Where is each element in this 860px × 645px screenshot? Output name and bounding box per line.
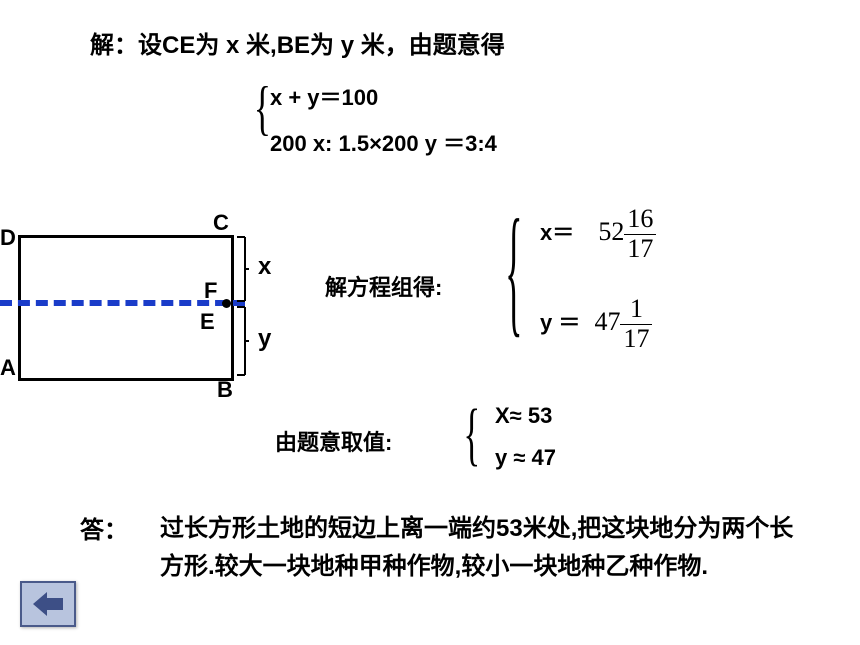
y-whole: 47 xyxy=(594,307,620,336)
bracket-y xyxy=(235,305,251,379)
label-A: A xyxy=(0,355,16,381)
intro-text: 解：设CE为 x 米,BE为 y 米，由题意得 xyxy=(90,25,505,60)
approx-x: X≈ 53 xyxy=(495,403,556,429)
label-B: B xyxy=(217,377,233,403)
bracket-x xyxy=(235,235,251,305)
label-y: y xyxy=(258,325,271,353)
brace-approx: { xyxy=(463,400,480,470)
x-frac: 1617 xyxy=(624,205,656,263)
prev-button[interactable] xyxy=(20,581,76,627)
label-F: F xyxy=(204,278,217,304)
eq1: x + y＝100 xyxy=(270,80,497,112)
arrow-left-icon xyxy=(33,592,63,616)
approx-y: y ≈ 47 xyxy=(495,445,556,471)
rectangle-diagram: D C A B E F x y xyxy=(0,215,290,395)
system-equations: x + y＝100 200 x: 1.5×200 y ＝3:4 xyxy=(270,80,497,158)
label-C: C xyxy=(213,210,229,236)
x-lhs: x＝ xyxy=(540,220,574,245)
eq2: 200 x: 1.5×200 y ＝3:4 xyxy=(270,126,497,158)
approx-block: X≈ 53 y ≈ 47 xyxy=(495,403,556,471)
y-lhs: y ＝ xyxy=(540,310,580,335)
x-whole: 52 xyxy=(598,217,624,246)
label-D: D xyxy=(0,225,16,251)
solve-label: 解方程组得: xyxy=(325,270,442,302)
brace-results: { xyxy=(505,198,522,342)
answer-label: 答： xyxy=(80,510,128,545)
label-E: E xyxy=(200,309,215,335)
results-block: x＝ 521617 y ＝ 47117 xyxy=(540,205,656,353)
approx-label: 由题意取值: xyxy=(275,425,392,457)
answer-text: 过长方形土地的短边上离一端约53米处,把这块地分为两个长方形.较大一块地种甲种作… xyxy=(160,510,800,587)
rect-outline xyxy=(18,235,234,381)
label-x: x xyxy=(258,253,271,281)
brace-system: { xyxy=(254,78,271,138)
point-F-dot xyxy=(222,299,231,308)
y-frac: 117 xyxy=(620,295,652,353)
